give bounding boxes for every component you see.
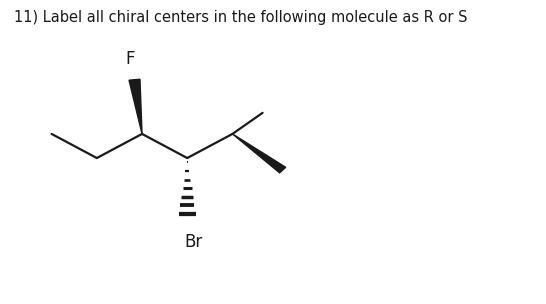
Text: 11) Label all chiral centers in the following molecule as R or S: 11) Label all chiral centers in the foll… <box>14 10 467 26</box>
Text: Br: Br <box>184 233 203 251</box>
Polygon shape <box>129 79 142 134</box>
Polygon shape <box>233 134 286 173</box>
Text: F: F <box>126 50 135 68</box>
